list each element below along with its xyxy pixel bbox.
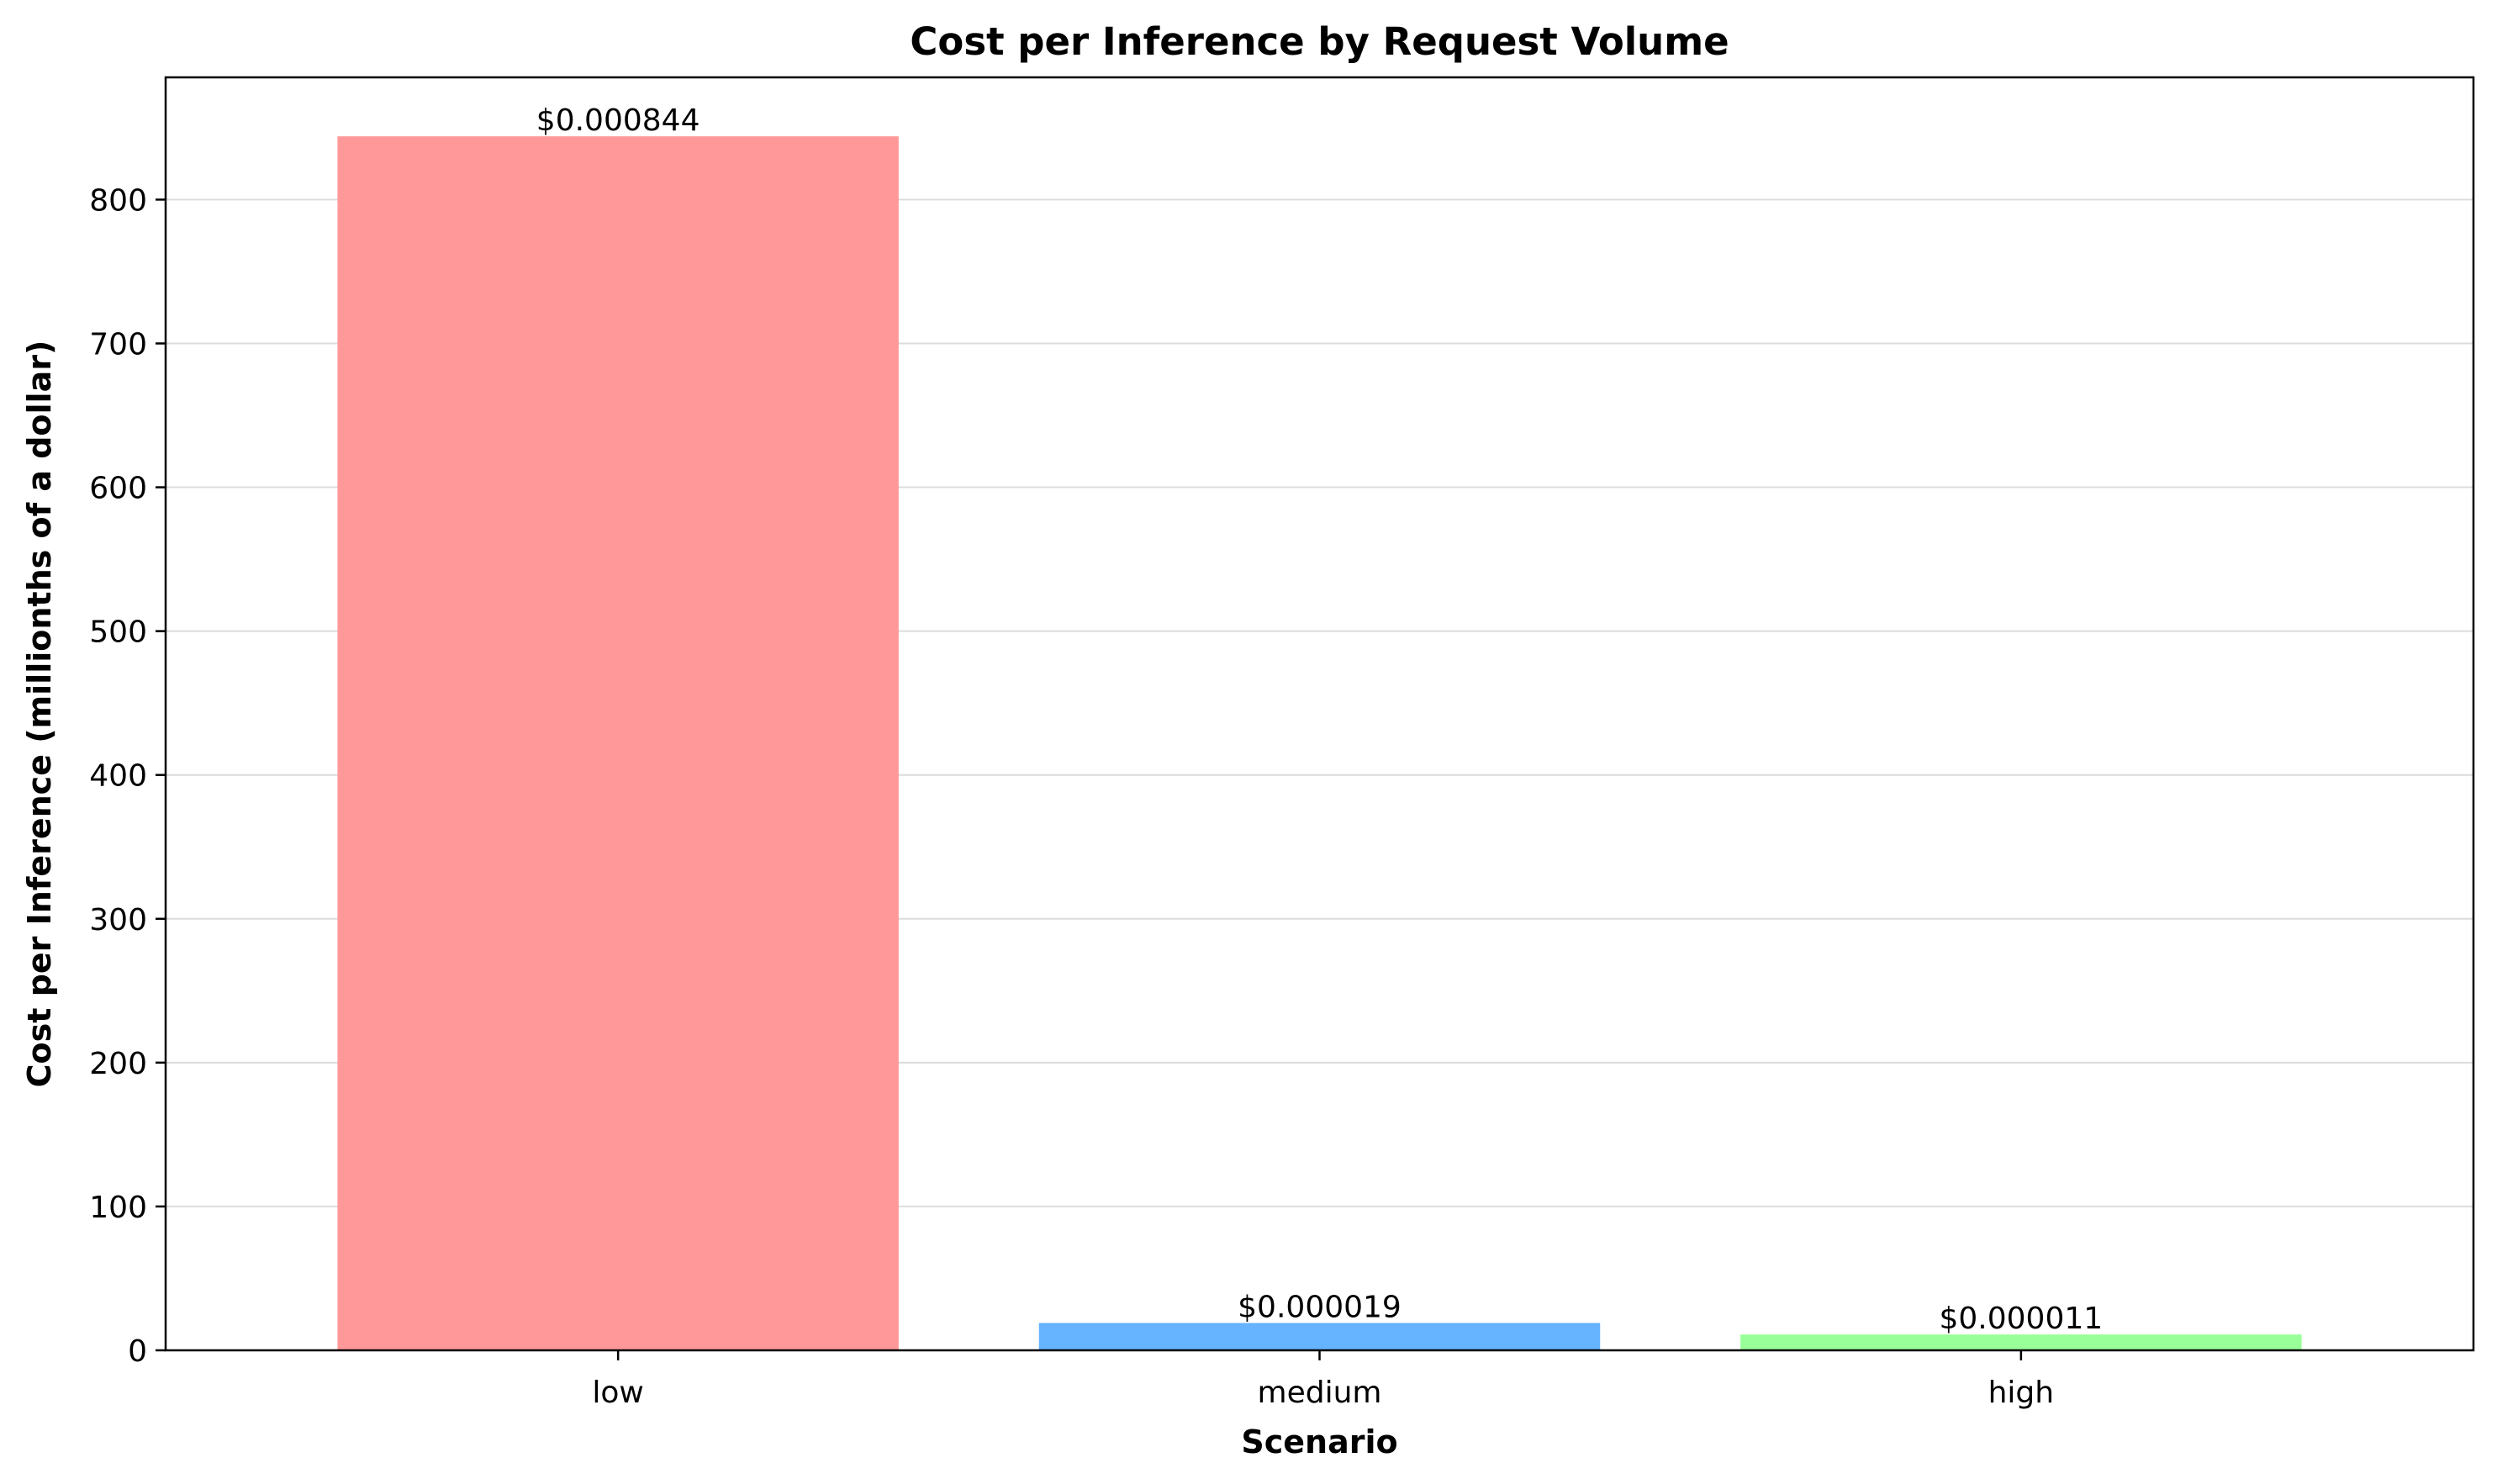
y-axis-label: Cost per Inference (millionths of a doll… — [21, 341, 58, 1088]
x-tick-label-low: low — [592, 1376, 643, 1410]
x-tick-label-medium: medium — [1258, 1376, 1382, 1410]
bar-low — [337, 136, 899, 1350]
bars — [337, 136, 2302, 1350]
bar-medium — [1038, 1323, 1601, 1350]
bar-value-labels: $0.000844 $0.000019 $0.000011 — [536, 103, 2103, 1336]
y-tick-label: 200 — [89, 1047, 147, 1081]
y-tick-label: 600 — [89, 472, 147, 506]
bar-value-label: $0.000844 — [536, 103, 700, 138]
y-tick-label: 500 — [89, 615, 147, 650]
chart-title: Cost per Inference by Request Volume — [910, 19, 1729, 64]
x-axis-label: Scenario — [1241, 1423, 1397, 1460]
y-tick-label: 300 — [89, 903, 147, 937]
y-tick-label: 400 — [89, 759, 147, 794]
axes: 0 100 200 300 400 500 600 700 800 low medium high — [89, 76, 2475, 1410]
y-tick-label: 0 — [128, 1334, 147, 1369]
y-tick-label: 700 — [89, 327, 147, 362]
bar-high — [1740, 1334, 2302, 1350]
y-tick-label: 100 — [89, 1191, 147, 1225]
bar-value-label: $0.000011 — [1940, 1302, 2104, 1336]
bar-value-label: $0.000019 — [1238, 1290, 1402, 1324]
y-tick-label: 800 — [89, 183, 147, 218]
x-tick-label-high: high — [1988, 1376, 2055, 1410]
